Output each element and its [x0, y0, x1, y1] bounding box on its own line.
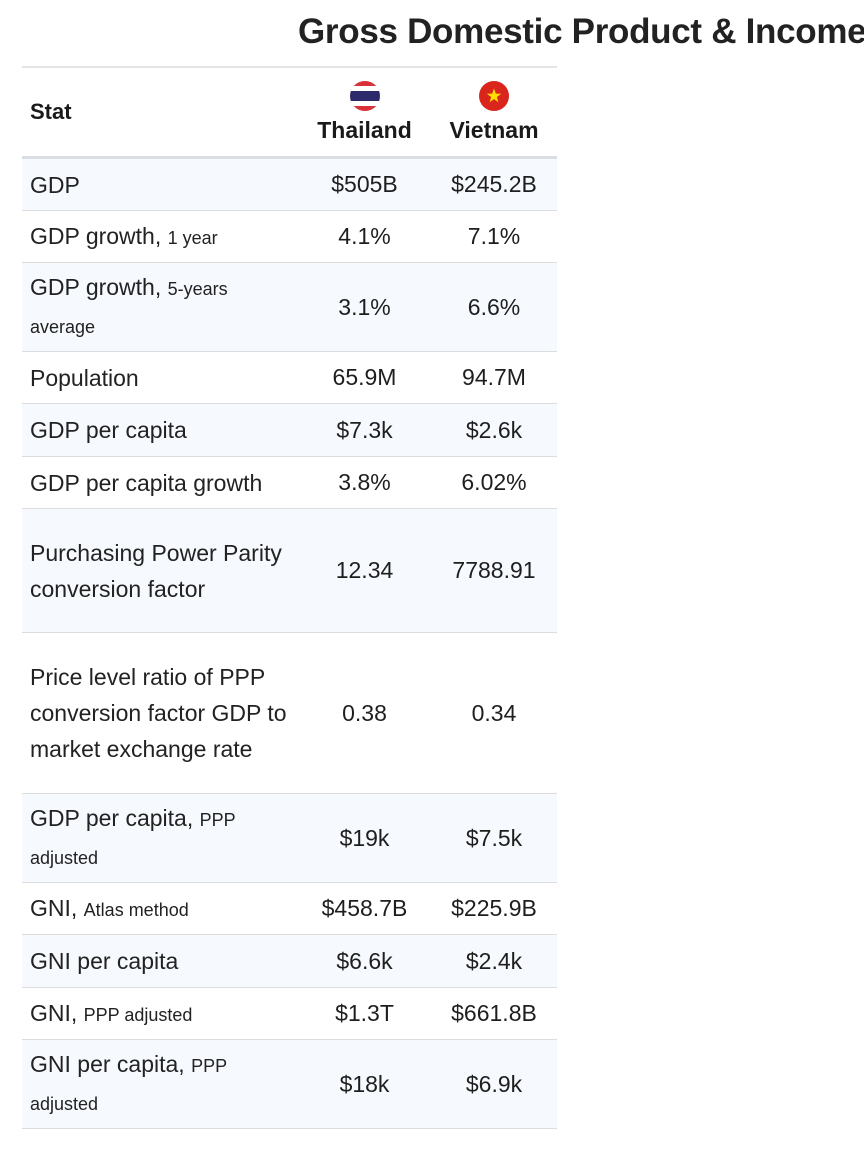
vietnam-value: $2.4k — [431, 934, 557, 988]
table-row: GDP per capita $7.3k $2.6k — [22, 403, 557, 457]
vietnam-value: 7788.91 — [431, 508, 557, 633]
thailand-value: $1.3T — [298, 987, 431, 1040]
table-row: GDP growth, 5-years average 3.1% 6.6% — [22, 262, 557, 352]
thailand-column-label: Thailand — [317, 116, 412, 143]
stat-label: GNI per capita — [22, 934, 298, 988]
vietnam-value: $225.9B — [431, 882, 557, 935]
thailand-flag-icon — [349, 80, 380, 111]
table-row: GNI, Atlas method $458.7B $225.9B — [22, 882, 557, 935]
vietnam-value: 6.02% — [431, 456, 557, 509]
stat-label: GDP per capita, PPP adjusted — [22, 793, 298, 883]
stat-label: Purchasing Power Parity conversion facto… — [22, 508, 298, 633]
stat-label: GDP growth, 1 year — [22, 210, 298, 263]
table-row: GDP per capita, PPP adjusted $19k $7.5k — [22, 793, 557, 883]
thailand-value: $505B — [298, 157, 431, 211]
thailand-value: 4.1% — [298, 210, 431, 263]
thailand-value: 3.1% — [298, 262, 431, 352]
vietnam-value: $661.8B — [431, 987, 557, 1040]
thailand-value: 3.8% — [298, 456, 431, 509]
table-row: GNI per capita, PPP adjusted $18k $6.9k — [22, 1039, 557, 1129]
vietnam-value: $7.5k — [431, 793, 557, 883]
stat-label: GDP per capita growth — [22, 456, 298, 509]
table-header-row: Stat Thailand — [22, 67, 557, 159]
stat-label: GNI, Atlas method — [22, 882, 298, 935]
table-row: GNI, PPP adjusted $1.3T $661.8B — [22, 987, 557, 1040]
table-row: Purchasing Power Parity conversion facto… — [22, 508, 557, 633]
vietnam-flag-icon — [479, 80, 509, 111]
stat-label: GNI, PPP adjusted — [22, 987, 298, 1040]
thailand-value: 65.9M — [298, 351, 431, 404]
vietnam-value: 94.7M — [431, 351, 557, 404]
page-title: Gross Domestic Product & Income — [298, 12, 864, 51]
stat-label: GDP — [22, 157, 298, 211]
table-row: Population 65.9M 94.7M — [22, 351, 557, 404]
table-row: GDP $505B $245.2B — [22, 157, 557, 211]
thailand-value: $19k — [298, 793, 431, 883]
comparison-table: Stat Thailand — [22, 66, 557, 1129]
vietnam-column-label: Vietnam — [449, 116, 539, 143]
stat-label: Population — [22, 351, 298, 404]
thailand-value: $458.7B — [298, 882, 431, 935]
vietnam-column-header[interactable]: Vietnam — [431, 67, 557, 159]
thailand-value: $18k — [298, 1039, 431, 1129]
stat-label: GDP per capita — [22, 403, 298, 457]
vietnam-value: 7.1% — [431, 210, 557, 263]
thailand-value: 0.38 — [298, 632, 431, 794]
vietnam-value: $2.6k — [431, 403, 557, 457]
stat-column-header: Stat — [22, 67, 298, 159]
table-row: GDP per capita growth 3.8% 6.02% — [22, 456, 557, 509]
table-row: GNI per capita $6.6k $2.4k — [22, 934, 557, 988]
thailand-column-header[interactable]: Thailand — [298, 67, 431, 159]
stat-label: GDP growth, 5-years average — [22, 262, 298, 352]
stat-label: GNI per capita, PPP adjusted — [22, 1039, 298, 1129]
stat-label: Price level ratio of PPP conversion fact… — [22, 632, 298, 794]
vietnam-value: 0.34 — [431, 632, 557, 794]
thailand-value: 12.34 — [298, 508, 431, 633]
table-row: GDP growth, 1 year 4.1% 7.1% — [22, 210, 557, 263]
vietnam-value: $6.9k — [431, 1039, 557, 1129]
thailand-value: $7.3k — [298, 403, 431, 457]
vietnam-value: 6.6% — [431, 262, 557, 352]
table-row: Price level ratio of PPP conversion fact… — [22, 632, 557, 794]
thailand-value: $6.6k — [298, 934, 431, 988]
vietnam-value: $245.2B — [431, 157, 557, 211]
